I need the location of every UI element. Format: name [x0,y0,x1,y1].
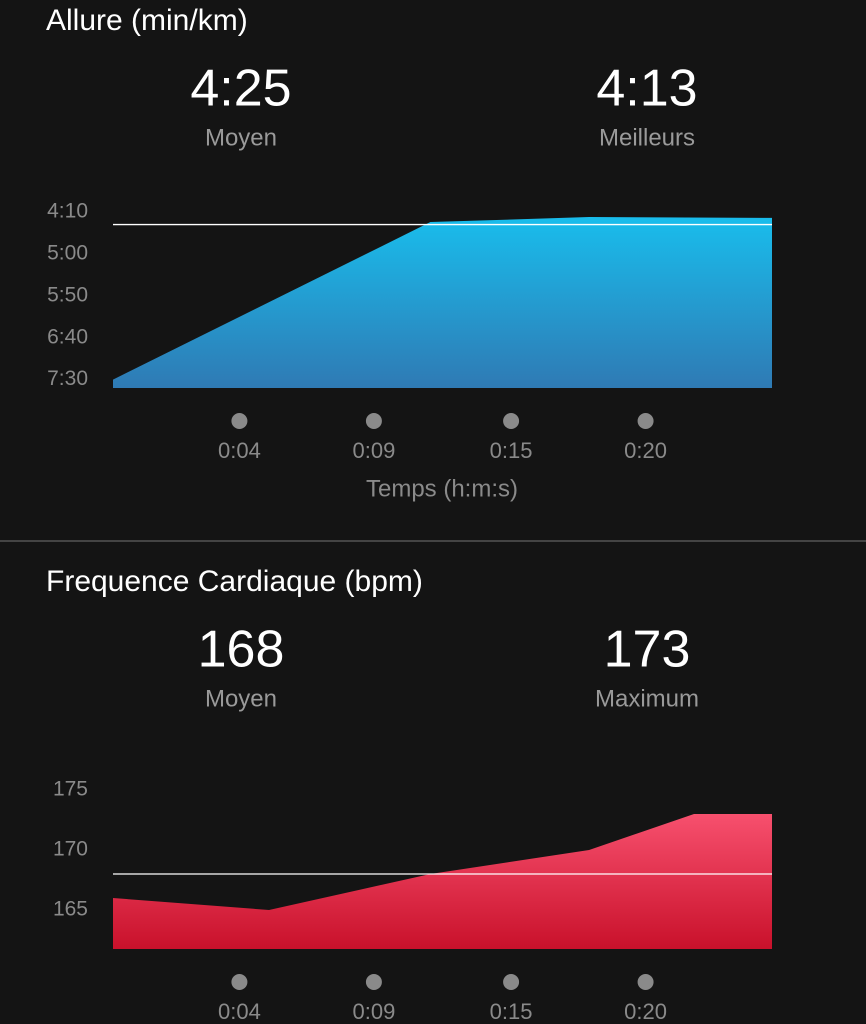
x-tick-label: 0:15 [490,999,533,1024]
x-axis-label: Temps (h:m:s) [366,475,518,502]
x-tick-dot [365,974,382,990]
x-tick-label: 0:20 [624,438,667,463]
y-tick-label: 5:00 [47,241,88,264]
x-tick-dot [365,413,382,429]
x-tick-label: 0:04 [218,438,261,463]
stat-value: 168 [198,621,285,679]
stat-value: 4:13 [596,60,697,118]
area [113,814,772,949]
x-tick-label: 0:09 [352,438,395,463]
stat-label: Moyen [205,124,277,151]
x-tick-label: 0:04 [218,999,261,1024]
y-tick-label: 5:50 [47,283,88,306]
x-tick-dot [231,413,248,429]
stat-label: Meilleurs [599,124,695,151]
y-tick-label: 170 [53,838,88,861]
x-tick-dot [503,413,520,429]
y-tick-label: 175 [53,778,88,801]
y-tick-label: 6:40 [47,325,88,348]
chart-title: Frequence Cardiaque (bpm) [46,565,423,598]
x-tick-label: 0:20 [624,999,667,1024]
x-tick-dot [231,974,248,990]
chart-title: Allure (min/km) [46,4,248,37]
x-tick-label: 0:15 [490,438,533,463]
stat-value: 4:25 [190,60,291,118]
y-tick-label: 4:10 [47,200,88,223]
x-tick-dot [637,413,654,429]
stat-label: Maximum [595,685,699,712]
y-tick-label: 165 [53,898,88,921]
stat-label: Moyen [205,685,277,712]
x-tick-label: 0:09 [352,999,395,1024]
stat-value: 173 [604,621,691,679]
x-tick-dot [637,974,654,990]
x-tick-dot [503,974,520,990]
y-tick-label: 7:30 [47,367,88,390]
area [113,217,772,388]
